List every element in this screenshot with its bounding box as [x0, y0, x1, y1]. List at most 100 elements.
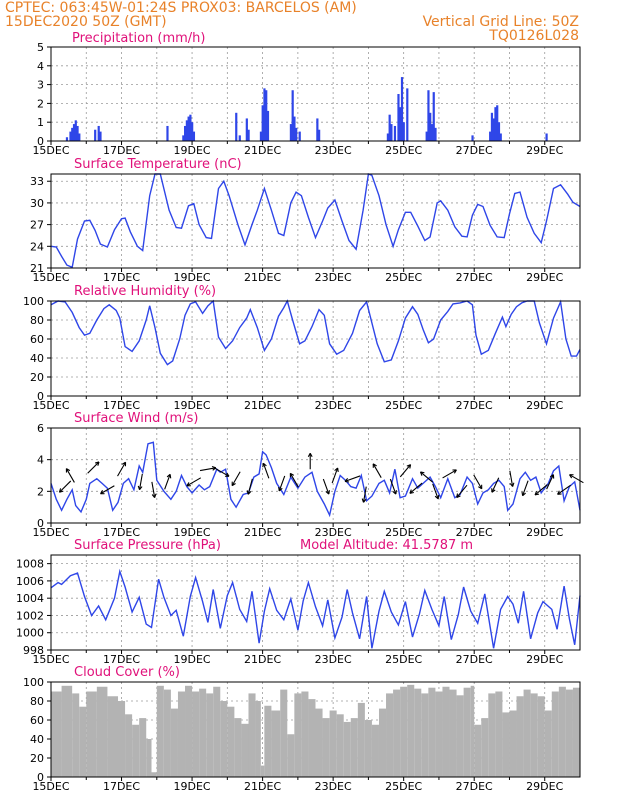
wind-arrow: [534, 484, 548, 496]
precipitation-bar: [400, 77, 404, 141]
x-tick-label: 25DEC: [385, 144, 422, 157]
wind-arrow: [58, 480, 72, 493]
wind-arrow: [569, 474, 584, 484]
precipitation-bar: [386, 133, 389, 141]
x-tick-label: 21DEC: [244, 653, 281, 666]
pressure-panel: Surface Pressure (hPa) Model Altitude: 4…: [16, 538, 581, 666]
cloud-cover-bar: [315, 708, 323, 777]
cloud-cover-bar: [264, 705, 272, 777]
precipitation-bar: [74, 120, 77, 141]
cloud-cover-bar: [260, 765, 265, 777]
x-tick-label: 21DEC: [244, 780, 281, 793]
cloud-cover-bar: [132, 724, 140, 777]
cloud-cover-bar: [435, 691, 443, 777]
wind-title: Surface Wind (m/s): [74, 411, 198, 426]
cloud-cover-bar: [156, 685, 164, 777]
y-tick-label: 3: [37, 79, 44, 92]
precipitation-bar: [393, 125, 397, 141]
y-tick-label: 4: [37, 454, 44, 467]
precipitation-bar: [390, 124, 393, 141]
x-tick-label: 23DEC: [315, 780, 352, 793]
x-tick-label: 23DEC: [315, 271, 352, 284]
precipitation-bar: [192, 131, 196, 141]
precipitation-bar: [402, 122, 405, 141]
y-tick-label: 24: [30, 240, 44, 253]
precipitation-bar: [69, 131, 72, 141]
cloud-cover-bar: [163, 689, 171, 777]
y-tick-label: 998: [23, 644, 44, 657]
cloud-cover-bar: [537, 696, 545, 777]
wind-arrow: [456, 484, 468, 498]
x-tick-label: 19DEC: [174, 780, 211, 793]
precipitation-bar: [265, 90, 268, 141]
y-tick-label: 1: [37, 116, 44, 129]
cloud-cover-bar: [509, 710, 517, 777]
x-tick-label: 21DEC: [244, 271, 281, 284]
y-tick-label: 100: [23, 295, 44, 308]
cloud-cover-bar: [386, 693, 394, 777]
x-tick-label: 15DEC: [32, 526, 69, 539]
model-altitude-label: Model Altitude: 41.5787 m: [300, 538, 473, 553]
y-tick-label: 40: [30, 733, 44, 746]
precipitation-bar: [492, 118, 495, 141]
cloud-cover-bar: [378, 708, 387, 777]
y-tick-label: 100: [23, 676, 44, 689]
wind-arrow: [389, 478, 397, 495]
precipitation-bar: [489, 131, 492, 141]
series-line: [50, 568, 581, 649]
precipitation-bar: [432, 92, 435, 141]
precipitation-bar: [496, 105, 499, 141]
wind-arrow: [372, 463, 382, 478]
cloud-cover-bar: [86, 691, 97, 777]
cloud-cover-bar: [107, 696, 119, 777]
cloud-cover-bar: [192, 691, 200, 777]
x-tick-label: 25DEC: [385, 780, 422, 793]
y-tick-label: 27: [30, 219, 44, 232]
wind-arrow: [214, 467, 230, 477]
cloud-cover-bar: [558, 686, 566, 777]
wind-arrow: [442, 469, 457, 479]
cloud-cover-bar: [488, 693, 496, 777]
cloud-cover-panel: Cloud Cover (%) 0 20 40 60 80 100 15DEC 17DEC 19…: [23, 665, 581, 793]
x-tick-label: 25DEC: [385, 526, 422, 539]
cloud-cover-bar: [271, 710, 281, 777]
precipitation-bar: [388, 114, 391, 141]
y-tick-label: 4: [37, 60, 44, 73]
precipitation-bar: [259, 131, 263, 141]
x-tick-label: 25DEC: [385, 399, 422, 412]
precipitation-bar: [245, 118, 248, 141]
wind-arrow: [399, 464, 412, 478]
humidity-title: Relative Humidity (%): [74, 284, 216, 299]
precipitation-bar: [293, 116, 296, 141]
y-tick-label: 33: [30, 175, 44, 188]
cloud-cover-bar: [151, 772, 157, 777]
temperature-panel: Surface Temperature (nC) 21 24 27 30 33 15DEC…: [30, 157, 581, 284]
precipitation-bar: [490, 112, 494, 141]
wind-arrow: [137, 473, 143, 491]
wind-arrow: [151, 481, 157, 498]
series-line: [50, 441, 581, 518]
cloud-cover-bar: [125, 714, 133, 777]
cloud-cover-bar: [255, 701, 261, 777]
y-tick-label: 60: [30, 714, 44, 727]
cloud-cover-title: Cloud Cover (%): [74, 665, 180, 680]
y-tick-label: 40: [30, 352, 44, 365]
wind-arrow: [322, 478, 330, 495]
cloud-cover-bar: [213, 686, 221, 777]
header: CPTEC: 063:45W-01:24S PROX03: BARCELOS (…: [5, 0, 579, 44]
cloud-cover-bar: [220, 701, 228, 777]
x-tick-label: 23DEC: [315, 144, 352, 157]
precipitation-bar: [185, 120, 188, 141]
precipitation-bar: [494, 107, 497, 141]
x-tick-label: 27DEC: [456, 653, 493, 666]
precipitation-bar: [399, 107, 402, 141]
x-tick-label: 29DEC: [526, 399, 563, 412]
y-tick-label: 1008: [16, 558, 44, 571]
precipitation-bar: [166, 125, 169, 141]
wind-arrow: [419, 471, 434, 483]
wind-arrow: [473, 474, 483, 490]
wind-arrow: [278, 475, 286, 492]
x-tick-label: 19DEC: [174, 526, 211, 539]
precipitation-bar: [499, 133, 502, 141]
cloud-cover-bar: [428, 687, 436, 777]
